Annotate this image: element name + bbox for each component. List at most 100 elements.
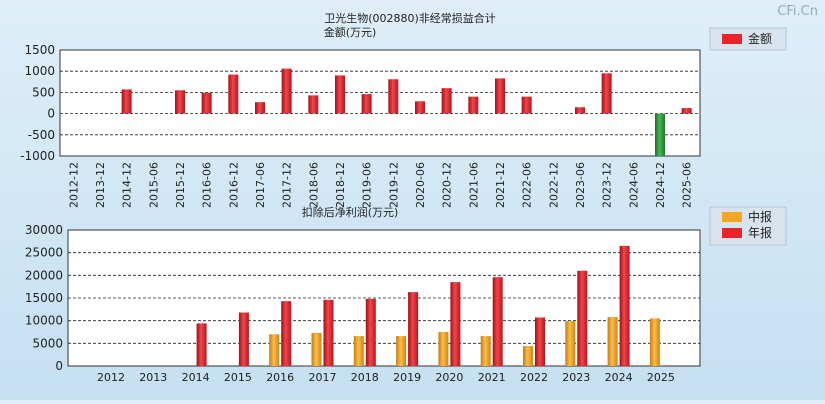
bottom-x-tick-label: 2025 — [647, 371, 675, 384]
legend-label-midyear: 中报 — [748, 209, 772, 224]
top-x-tick-label: 2019-06 — [361, 162, 374, 208]
bottom-bar-annual[interactable] — [281, 301, 292, 366]
legend-label-amount: 金额 — [748, 31, 772, 46]
legend-label-annual: 年报 — [748, 225, 772, 240]
bottom-x-tick-label: 2023 — [562, 371, 590, 384]
top-bar[interactable] — [361, 94, 372, 114]
bottom-x-tick-label: 2016 — [266, 371, 294, 384]
top-bar[interactable] — [308, 95, 319, 114]
bottom-bar-midyear[interactable] — [396, 336, 407, 366]
top-bar[interactable] — [601, 73, 612, 114]
watermark: CFi.Cn — [777, 4, 818, 19]
top-chart-subtitle: 金额(万元) — [324, 25, 377, 39]
top-x-tick-label: 2025-06 — [681, 162, 694, 208]
top-x-tick-label: 2021-12 — [494, 162, 507, 208]
top-bar[interactable] — [575, 107, 585, 114]
bottom-x-tick-label: 2015 — [224, 371, 252, 384]
top-bar[interactable] — [441, 88, 452, 114]
top-bar[interactable] — [655, 113, 665, 156]
bottom-x-tick-label: 2022 — [520, 371, 548, 384]
bottom-y-tick-label: 25000 — [25, 246, 63, 260]
bottom-x-tick-label: 2024 — [605, 371, 633, 384]
top-bar[interactable] — [201, 92, 212, 114]
bottom-bar-annual[interactable] — [323, 299, 334, 366]
bottom-bar-annual[interactable] — [619, 245, 630, 366]
bottom-x-tick-label: 2021 — [478, 371, 506, 384]
bottom-x-tick-label: 2013 — [139, 371, 167, 384]
bottom-bar-midyear[interactable] — [269, 334, 280, 366]
bottom-bar-annual[interactable] — [450, 282, 461, 366]
bottom-x-tick-label: 2020 — [435, 371, 463, 384]
top-bar[interactable] — [521, 96, 532, 114]
top-bar[interactable] — [388, 79, 399, 114]
bottom-y-tick-label: 5000 — [32, 336, 63, 350]
bottom-y-tick-labels: 30000 25000 20000 15000 10000 5000 0 — [25, 223, 63, 373]
bottom-bar-midyear[interactable] — [480, 336, 491, 366]
top-gridlines — [60, 70, 700, 136]
top-x-tick-label: 2022-06 — [521, 162, 534, 208]
bottom-x-tick-label: 2019 — [393, 371, 421, 384]
top-x-tick-label: 2018-12 — [334, 162, 347, 208]
bottom-chart: 扣除后净利润(万元) 30000 25000 20000 15000 10000 5000… — [25, 205, 787, 384]
bottom-bar-annual[interactable] — [238, 312, 249, 366]
top-x-tick-label: 2024-12 — [654, 162, 667, 208]
top-chart-title: 卫光生物(002880)非经常损益合计 — [324, 11, 496, 25]
top-x-tick-label: 2020-06 — [414, 162, 427, 208]
top-bar[interactable] — [495, 78, 505, 114]
top-x-tick-label: 2015-12 — [174, 162, 187, 208]
bottom-bar-annual[interactable] — [365, 298, 376, 366]
bottom-legend[interactable]: 中报 年报 — [709, 206, 787, 246]
bottom-bar-annual[interactable] — [408, 292, 419, 366]
bottom-x-tick-label: 2017 — [309, 371, 337, 384]
bottom-bar-annual[interactable] — [535, 317, 545, 366]
bottom-bar-annual[interactable] — [577, 270, 588, 366]
top-bar[interactable] — [175, 90, 185, 114]
top-x-tick-label: 2023-06 — [574, 162, 587, 208]
bottom-y-tick-label: 20000 — [25, 268, 63, 282]
bottom-bar-midyear[interactable] — [523, 346, 533, 366]
bottom-bar-midyear[interactable] — [438, 332, 449, 366]
bottom-bar-midyear[interactable] — [311, 332, 322, 366]
top-x-tick-label: 2014-12 — [121, 162, 134, 208]
bottom-chart-title: 扣除后净利润(万元) — [302, 205, 399, 219]
bottom-bar-midyear[interactable] — [565, 321, 576, 366]
top-x-tick-label: 2017-12 — [281, 162, 294, 208]
top-bar[interactable] — [468, 96, 479, 114]
legend-swatch-midyear — [722, 212, 742, 222]
top-x-tick-label: 2018-06 — [307, 162, 320, 208]
bottom-x-tick-label: 2012 — [97, 371, 125, 384]
top-x-tick-label: 2019-12 — [387, 162, 400, 208]
top-bar[interactable] — [255, 102, 265, 114]
top-bar[interactable] — [681, 108, 692, 114]
bottom-x-tick-label: 2018 — [351, 371, 379, 384]
top-x-tick-label: 2016-12 — [227, 162, 240, 208]
legend-swatch-amount — [722, 34, 742, 44]
top-chart: 卫光生物(002880)非经常损益合计 金额(万元) 1500 1000 500 0 -… — [20, 11, 787, 208]
top-bar[interactable] — [281, 68, 292, 114]
top-x-tick-label: 2015-06 — [147, 162, 160, 208]
bottom-bar-annual[interactable] — [196, 323, 207, 366]
bottom-bar-annual[interactable] — [492, 277, 503, 366]
bottom-x-tick-labels: 2012 2013 2014 2015 2016 2017 2018 2019 2020 2021… — [97, 371, 675, 384]
top-bar[interactable] — [335, 75, 345, 114]
top-x-tick-label: 2022-12 — [547, 162, 560, 208]
top-legend[interactable]: 金额 — [709, 27, 787, 51]
bottom-y-tick-label: 30000 — [25, 223, 63, 237]
bottom-bar-midyear[interactable] — [649, 318, 660, 366]
bottom-bar-midyear[interactable] — [607, 317, 618, 366]
bottom-bar-midyear[interactable] — [353, 336, 364, 366]
bottom-bars — [196, 245, 660, 366]
top-x-tick-labels: 2012-12 2013-12 2014-12 2015-06 2015-12 2016-… — [67, 162, 693, 208]
top-bar[interactable] — [228, 74, 239, 114]
legend-swatch-annual — [722, 228, 742, 238]
top-x-tick-label: 2013-12 — [94, 162, 107, 208]
top-x-tick-label: 2016-06 — [201, 162, 214, 208]
top-bar[interactable] — [415, 101, 425, 114]
bottom-x-tick-label: 2014 — [182, 371, 210, 384]
top-y-tick-label: 500 — [32, 85, 55, 99]
top-x-tick-label: 2017-06 — [254, 162, 267, 208]
top-bar[interactable] — [121, 89, 132, 114]
top-x-tick-label: 2024-06 — [627, 162, 640, 208]
